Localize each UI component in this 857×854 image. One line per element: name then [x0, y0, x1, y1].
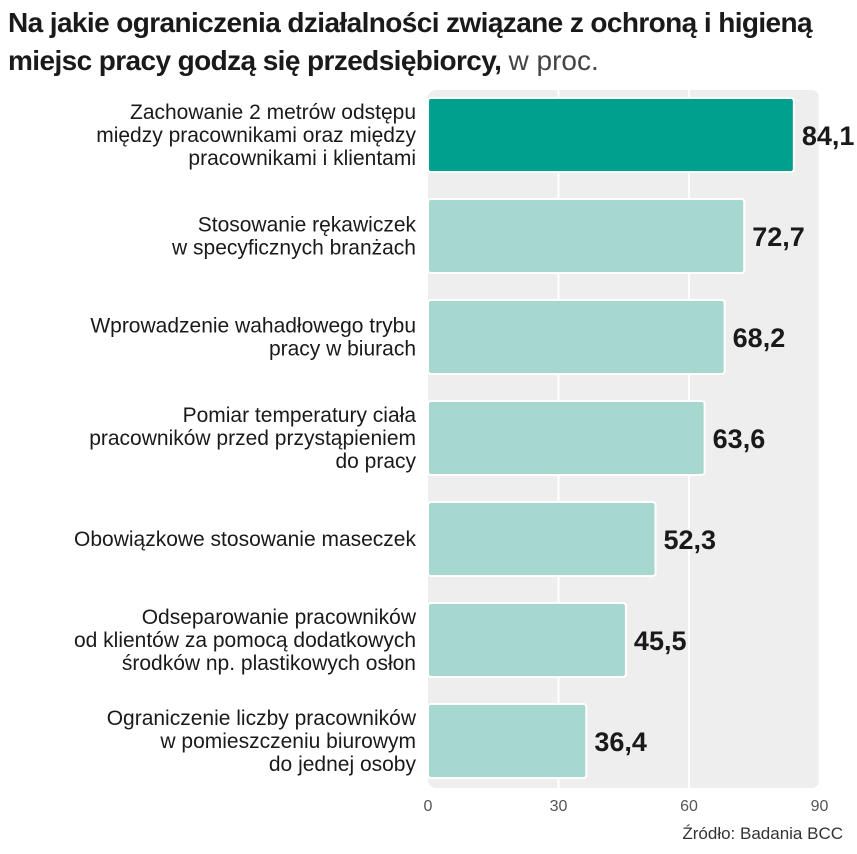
bar-0	[427, 97, 795, 173]
value-label-2: 68,2	[733, 323, 786, 353]
chart-title-unit: w proc.	[508, 45, 599, 76]
bar-5	[427, 602, 627, 678]
chart-title-main: Na jakie ograniczenia działalności związ…	[8, 7, 813, 76]
category-label-0-2: pracownikami i klientami	[188, 147, 416, 170]
category-label-1-0: Stosowanie rękawiczek	[198, 214, 417, 237]
category-label-6-2: do jednej osoby	[269, 753, 417, 776]
value-label-6: 36,4	[594, 727, 647, 757]
category-label-2-0: Wprowadzenie wahadłowego trybu	[90, 315, 416, 338]
category-label-2-1: pracy w biurach	[269, 338, 416, 361]
category-label-5-0: Odseparowanie pracowników	[142, 606, 417, 629]
value-label-3: 63,6	[713, 424, 766, 454]
bar-3	[427, 400, 706, 476]
category-label-5-2: środków np. plastikowych osłon	[122, 652, 416, 675]
category-label-6-1: w pomieszczeniu biurowym	[159, 730, 416, 753]
category-label-5-1: od klientów za pomocą dodatkowych	[74, 629, 416, 652]
value-label-0: 84,1	[802, 121, 855, 151]
category-label-3-0: Pomiar temperatury ciała	[183, 404, 417, 427]
x-tick-label-90: 90	[811, 798, 829, 815]
bar-2	[427, 299, 726, 375]
source-note: Źródło: Badania BCC	[682, 824, 843, 843]
category-label-6-0: Ograniczenie liczby pracowników	[107, 707, 417, 730]
category-label-1-1: w specyficznych branżach	[171, 237, 416, 260]
category-label-4-0: Obowiązkowe stosowanie maseczek	[74, 528, 416, 551]
category-label-0-0: Zachowanie 2 metrów odstępu	[130, 101, 416, 124]
bar-6	[427, 703, 588, 779]
bar-4	[427, 501, 657, 577]
value-label-4: 52,3	[664, 525, 717, 555]
category-label-3-1: pracowników przed przystąpieniem	[89, 427, 416, 450]
category-label-3-2: do pracy	[335, 450, 416, 473]
value-label-5: 45,5	[634, 626, 687, 656]
chart-title: Na jakie ograniczenia działalności związ…	[8, 4, 848, 80]
bar-1	[427, 198, 746, 274]
x-tick-label-0: 0	[424, 798, 433, 815]
value-label-1: 72,7	[752, 222, 805, 252]
category-label-0-1: między pracownikami oraz między	[96, 124, 416, 147]
x-tick-label-30: 30	[550, 798, 568, 815]
x-tick-label-60: 60	[680, 798, 698, 815]
